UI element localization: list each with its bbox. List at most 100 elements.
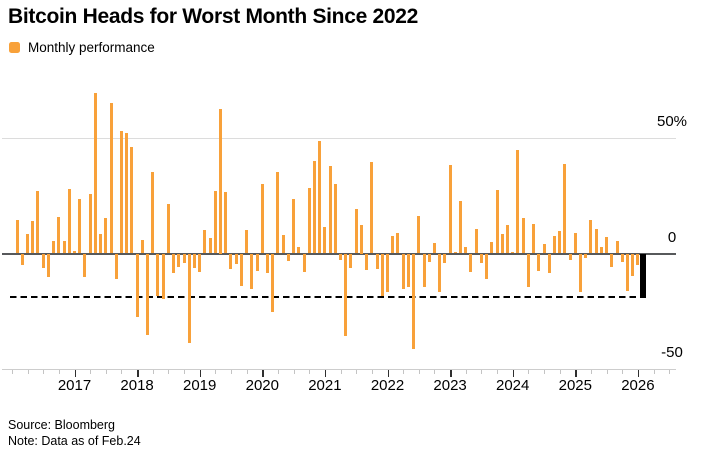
month-bar [62, 241, 66, 254]
x-axis-year-label-2025: 2025 [558, 377, 592, 394]
month-bar [594, 229, 598, 254]
x-axis-minor-tick [403, 370, 405, 374]
month-bar [260, 184, 264, 254]
month-bar [36, 190, 40, 254]
x-axis-year-label-2021: 2021 [308, 377, 342, 394]
x-axis-minor-tick [497, 370, 499, 374]
month-bar [187, 253, 191, 343]
month-bar [72, 251, 76, 254]
legend: Monthly performance [9, 40, 155, 55]
x-axis-minor-tick [27, 370, 29, 374]
x-axis-minor-tick [669, 370, 671, 374]
month-bar [172, 253, 176, 274]
month-bar [636, 253, 640, 266]
month-bar [490, 241, 494, 254]
x-axis-minor-tick [246, 370, 248, 374]
x-axis-major-tick [512, 370, 515, 377]
month-bar [109, 102, 113, 254]
x-axis-minor-tick [168, 370, 170, 374]
x-axis-year-label-2017: 2017 [57, 377, 92, 394]
month-bar [46, 253, 50, 277]
month-bar [521, 218, 525, 254]
month-bar [151, 172, 155, 254]
month-bar [224, 192, 228, 254]
month-bar [271, 253, 275, 312]
month-bar [365, 253, 369, 270]
month-bar [339, 253, 343, 260]
month-bar [380, 253, 384, 296]
x-axis-minor-tick [340, 370, 342, 374]
month-bar [161, 253, 165, 299]
month-bar [302, 253, 306, 273]
x-axis-minor-tick [418, 370, 420, 374]
month-bar [307, 187, 311, 254]
month-bar [182, 253, 186, 263]
month-bar [474, 229, 478, 254]
month-bar [359, 224, 363, 254]
x-axis-minor-tick [11, 370, 13, 374]
x-axis-minor-tick [152, 370, 154, 374]
x-axis-minor-tick [434, 370, 436, 374]
x-axis-year-label-2022: 2022 [370, 377, 405, 394]
note-line: Note: Data as of Feb.24 [8, 433, 141, 448]
legend-label: Monthly performance [28, 40, 155, 55]
month-bar [537, 253, 541, 271]
month-bar [333, 183, 337, 254]
month-bar [505, 225, 509, 254]
source-line: Source: Bloomberg [8, 418, 116, 432]
month-bar [286, 253, 290, 262]
x-axis-major-tick [387, 370, 390, 377]
x-axis-major-tick [74, 370, 77, 377]
source-note: Source: Bloomberg Note: Data as of Feb.2… [8, 418, 141, 449]
month-bar [579, 253, 583, 293]
month-bar [239, 253, 243, 286]
month-bar [250, 253, 254, 290]
legend-swatch-icon [9, 42, 20, 53]
x-axis-minor-tick [622, 370, 624, 374]
x-axis-minor-tick [105, 370, 107, 374]
month-bar [281, 234, 285, 254]
x-axis-minor-tick [606, 370, 608, 374]
month-bar [412, 253, 416, 349]
month-bar [166, 203, 170, 254]
month-bar [610, 253, 614, 267]
month-bar [114, 253, 118, 280]
x-axis-year-label-2020: 2020 [245, 377, 279, 394]
month-bar [417, 216, 421, 254]
month-bar [625, 253, 629, 291]
month-bar [26, 233, 30, 254]
chart-title: Bitcoin Heads for Worst Month Since 2022 [8, 5, 419, 28]
x-axis-major-tick [450, 370, 452, 377]
x-axis-minor-tick [121, 370, 123, 374]
month-bar [135, 253, 139, 318]
month-bar [245, 229, 249, 254]
month-bar [631, 253, 635, 277]
month-bar [542, 244, 546, 254]
y-axis-label-0: 0 [667, 228, 677, 246]
month-bar [177, 253, 181, 268]
x-axis-minor-tick [528, 370, 530, 374]
month-bar [558, 230, 562, 254]
month-bar [156, 253, 160, 297]
month-bar [375, 253, 379, 269]
x-axis-minor-tick [293, 370, 295, 374]
month-bar [344, 253, 348, 337]
month-bar [615, 241, 619, 254]
month-bar [318, 140, 322, 254]
month-bar [229, 253, 233, 269]
month-bar [312, 160, 316, 254]
month-bar [620, 253, 624, 262]
x-axis-minor-tick [590, 370, 592, 374]
month-bar [589, 219, 593, 254]
x-axis-minor-tick [465, 370, 467, 374]
x-axis-minor-tick [653, 370, 655, 374]
x-axis-major-tick [575, 370, 577, 377]
month-bar [83, 253, 87, 277]
x-axis-minor-tick [215, 370, 217, 374]
month-bar [443, 253, 447, 264]
month-bar [396, 233, 400, 254]
x-axis-major-tick [637, 370, 640, 377]
month-bar [427, 253, 431, 262]
month-bar [568, 253, 572, 260]
